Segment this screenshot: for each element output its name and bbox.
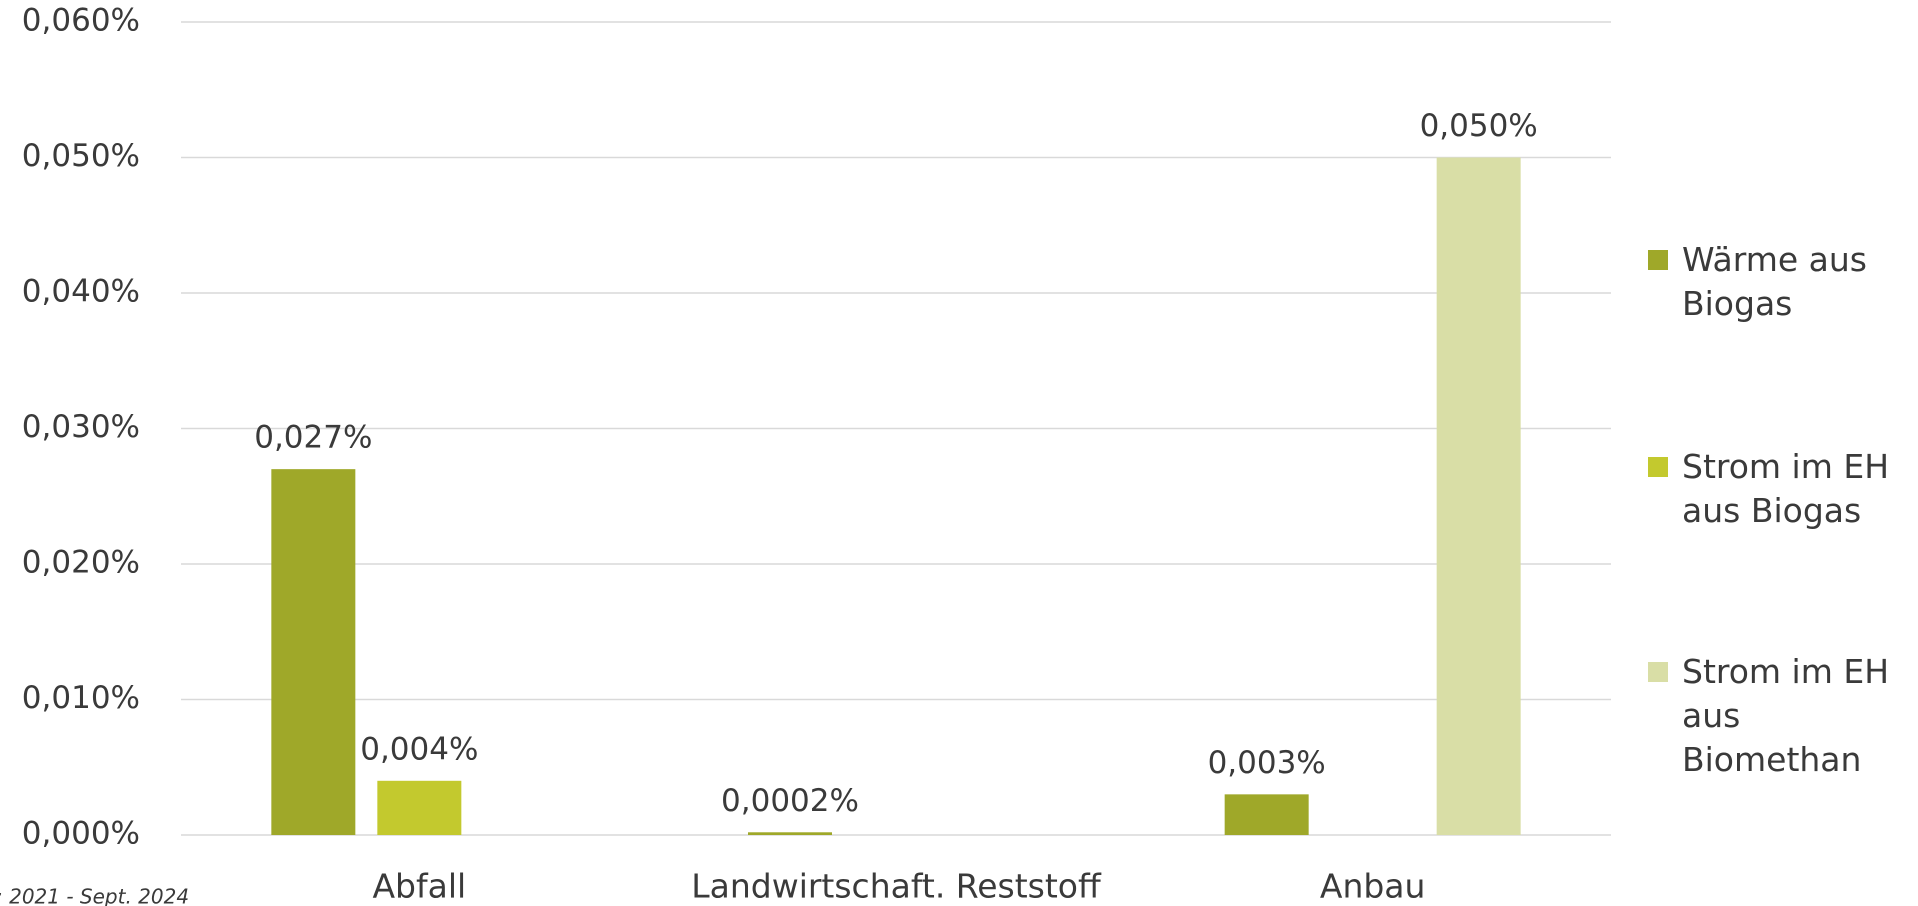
y-tick-label: 0,030% <box>22 409 140 445</box>
data-label: 0,003% <box>1208 745 1326 781</box>
source-note: : 2021 - Sept. 2024 <box>0 885 189 906</box>
data-label: 0,050% <box>1420 108 1538 144</box>
data-label: 0,004% <box>360 731 478 767</box>
legend-swatch <box>1648 662 1668 682</box>
data-label: 0,027% <box>254 420 372 456</box>
bar <box>271 469 356 835</box>
y-tick-label: 0,010% <box>22 680 140 716</box>
x-tick-label: Abfall <box>372 867 466 906</box>
bar <box>1436 157 1521 835</box>
legend-item: Wärme aus Biogas <box>1648 238 1918 326</box>
bar <box>1224 794 1309 835</box>
y-tick-label: 0,020% <box>22 545 140 581</box>
data-label: 0,0002% <box>721 783 859 819</box>
y-tick-label: 0,050% <box>22 138 140 174</box>
legend-label: Strom im EH aus Biogas <box>1682 447 1890 530</box>
x-tick-label: Anbau <box>1320 867 1426 906</box>
legend-swatch <box>1648 250 1668 270</box>
bar <box>748 832 832 835</box>
legend-label: Strom im EH aus Biomethan <box>1682 652 1890 779</box>
y-tick-label: 0,040% <box>22 274 140 310</box>
bar <box>377 780 462 835</box>
x-tick-label: Landwirtschaft. Reststoff <box>691 867 1102 906</box>
y-tick-label: 0,000% <box>22 816 140 852</box>
y-tick-label: 0,060% <box>22 3 140 39</box>
legend-swatch <box>1648 457 1668 477</box>
legend-item: Strom im EH aus Biomethan <box>1648 650 1918 782</box>
legend-label: Wärme aus Biogas <box>1682 240 1867 323</box>
legend-item: Strom im EH aus Biogas <box>1648 445 1918 533</box>
